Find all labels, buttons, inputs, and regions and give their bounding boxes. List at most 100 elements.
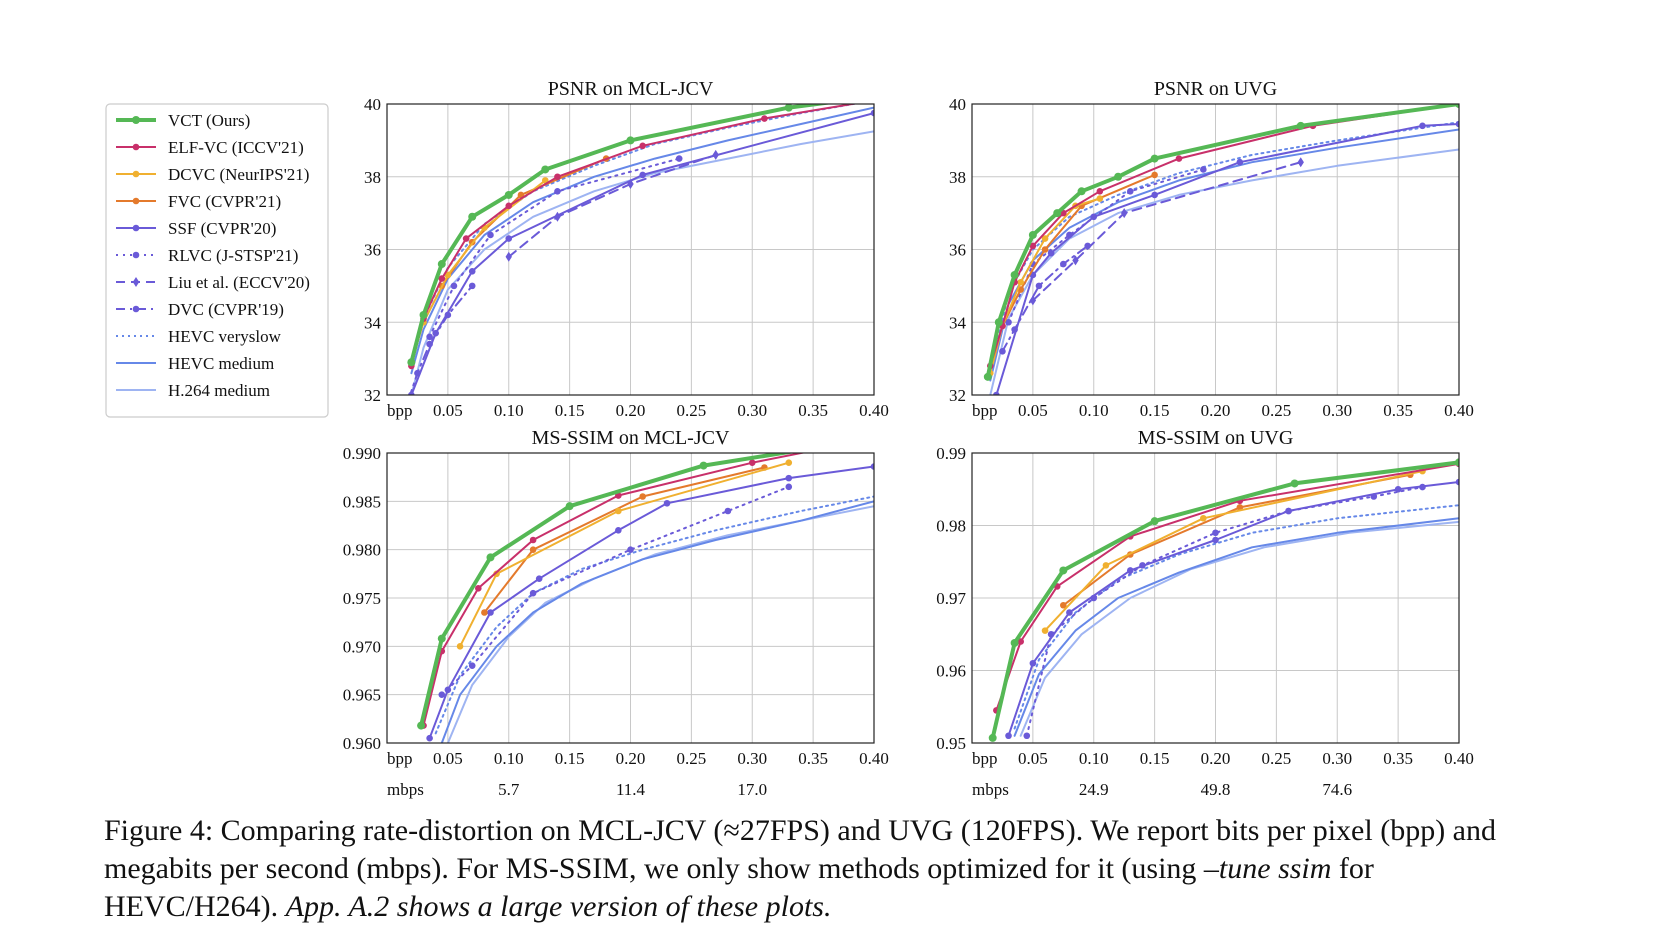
point-ssf-cvpr-20 <box>870 463 874 470</box>
y-tick-label: 38 <box>949 168 966 187</box>
point-vct-ours <box>417 721 426 730</box>
point-vct-ours <box>988 733 997 742</box>
point-vct-ours <box>870 435 878 443</box>
point-ssf-cvpr-20 <box>1394 485 1402 493</box>
x-tick-label: 0.10 <box>494 401 524 420</box>
point-dvc-cvpr-19 <box>1060 260 1067 268</box>
x-unit-label: bpp <box>387 749 413 768</box>
chart-title: PSNR on MCL-JCV <box>548 78 714 100</box>
legend-label: HEVC medium <box>168 354 274 373</box>
point-ssf-cvpr-20 <box>870 109 874 117</box>
point-rlvc-j-stsp-21 <box>426 333 433 341</box>
point-vct-ours <box>1028 230 1037 239</box>
y-tick-label: 0.970 <box>343 637 381 656</box>
plot-frame <box>386 452 875 744</box>
series-line-rlvc-j-stsp-21 <box>428 157 681 338</box>
x-tick-label: 0.20 <box>616 401 646 420</box>
x-tick-label: 0.40 <box>859 749 889 768</box>
point-rlvc-j-stsp-21 <box>487 231 494 239</box>
point-rlvc-j-stsp-21 <box>529 589 537 597</box>
point-elf-vc-iccv-21 <box>505 202 513 210</box>
series-line-rlvc-j-stsp-21 <box>440 485 790 696</box>
point-dcvc-neurips-21 <box>1017 278 1024 286</box>
point-ssf-cvpr-20 <box>785 474 793 482</box>
point-rlvc-j-stsp-21 <box>675 155 683 162</box>
point-ssf-cvpr-20 <box>1029 659 1037 667</box>
point-rlvc-j-stsp-21 <box>1212 529 1219 537</box>
point-ssf-cvpr-20 <box>408 391 415 395</box>
legend-label: VCT (Ours) <box>168 111 250 130</box>
chart-title: MS-SSIM on UVG <box>1138 427 1294 449</box>
x-tick-label: 0.10 <box>1079 401 1109 420</box>
legend-item-vct-ours: VCT (Ours) <box>116 111 250 130</box>
legend-label: ELF-VC (ICCV'21) <box>168 138 304 157</box>
x-tick-label: 0.15 <box>1140 401 1170 420</box>
series-line-h-264-medium <box>410 130 874 395</box>
point-vct-ours <box>1150 154 1159 163</box>
point-ssf-cvpr-20 <box>1455 120 1459 128</box>
x-tick-label: 0.35 <box>798 749 828 768</box>
y-tick-label: 36 <box>949 241 966 260</box>
point-vct-ours <box>1053 209 1062 218</box>
legend-label: RLVC (J-STSP'21) <box>168 246 298 265</box>
legend-marker <box>132 170 140 178</box>
point-ssf-cvpr-20 <box>487 609 494 616</box>
series-line-vct-ours <box>419 453 796 728</box>
series-line-dvc-cvpr-19 <box>1001 244 1089 353</box>
legend-item-fvc-cvpr-21: FVC (CVPR'21) <box>116 192 281 211</box>
point-rlvc-j-stsp-21 <box>450 282 458 290</box>
point-vct-ours <box>1455 458 1459 467</box>
point-ssf-cvpr-20 <box>1285 507 1292 515</box>
series-line-hevc-medium <box>440 500 874 743</box>
point-elf-vc-iccv-21 <box>475 585 482 592</box>
y-tick-label: 40 <box>949 95 966 114</box>
plot-frame <box>386 103 875 396</box>
x-tick-label: 0.20 <box>1201 401 1231 420</box>
point-vct-ours <box>626 136 635 145</box>
mbps-label: mbps <box>972 780 1009 799</box>
x-unit-label: bpp <box>972 749 998 768</box>
point-dcvc-neurips-21 <box>785 459 793 466</box>
point-rlvc-j-stsp-21 <box>627 546 634 553</box>
legend-item-ssf-cvpr-20: SSF (CVPR'20) <box>116 219 276 238</box>
point-liu-et-al-eccv-20 <box>554 211 561 222</box>
x-tick-label: 0.30 <box>1322 749 1352 768</box>
y-tick-label: 38 <box>364 168 381 187</box>
legend-item-h-264-medium: H.264 medium <box>116 381 270 400</box>
series-line-vct-ours <box>990 460 1459 740</box>
mbps-tick-label: 49.8 <box>1201 780 1231 799</box>
x-tick-label: 0.10 <box>1079 749 1109 768</box>
y-tick-label: 0.965 <box>343 686 381 705</box>
point-ssf-cvpr-20 <box>993 391 1000 395</box>
x-tick-label: 0.15 <box>555 749 585 768</box>
series-line-dcvc-neurips-21 <box>1044 470 1424 632</box>
legend-label: HEVC veryslow <box>168 327 282 346</box>
y-tick-label: 0.980 <box>343 541 381 560</box>
panel-psnr-mcl-jcv: PSNR on MCL-JCV 32 34 36 38 40 0.05 0.10 0.15 0.2… <box>364 78 889 420</box>
x-tick-label: 0.15 <box>555 401 585 420</box>
point-dvc-cvpr-19 <box>999 348 1006 355</box>
point-dvc-cvpr-19 <box>1035 282 1043 290</box>
point-dcvc-neurips-21 <box>1102 562 1110 569</box>
y-tick-label: 0.990 <box>343 444 381 463</box>
point-rlvc-j-stsp-21 <box>438 691 446 698</box>
y-tick-label: 0.985 <box>343 492 381 511</box>
legend-marker <box>132 143 140 151</box>
y-tick-label: 0.97 <box>936 589 966 608</box>
x-tick-label: 0.20 <box>1201 749 1231 768</box>
mbps-tick-label: 11.4 <box>616 780 646 799</box>
point-vct-ours <box>504 190 513 199</box>
point-liu-et-al-eccv-20 <box>1297 157 1304 168</box>
series-line-hevc-veryslow <box>434 495 874 735</box>
x-tick-label: 0.25 <box>677 749 707 768</box>
point-dcvc-neurips-21 <box>1200 514 1207 522</box>
x-tick-label: 0.30 <box>737 749 767 768</box>
point-vct-ours <box>565 502 574 511</box>
point-rlvc-j-stsp-21 <box>1126 188 1134 195</box>
mbps-tick-label: 74.6 <box>1322 780 1352 799</box>
point-ssf-cvpr-20 <box>1126 567 1134 574</box>
grid <box>387 452 875 744</box>
point-ssf-cvpr-20 <box>1066 609 1073 616</box>
point-liu-et-al-eccv-20 <box>1072 255 1079 266</box>
point-liu-et-al-eccv-20 <box>1029 295 1037 306</box>
